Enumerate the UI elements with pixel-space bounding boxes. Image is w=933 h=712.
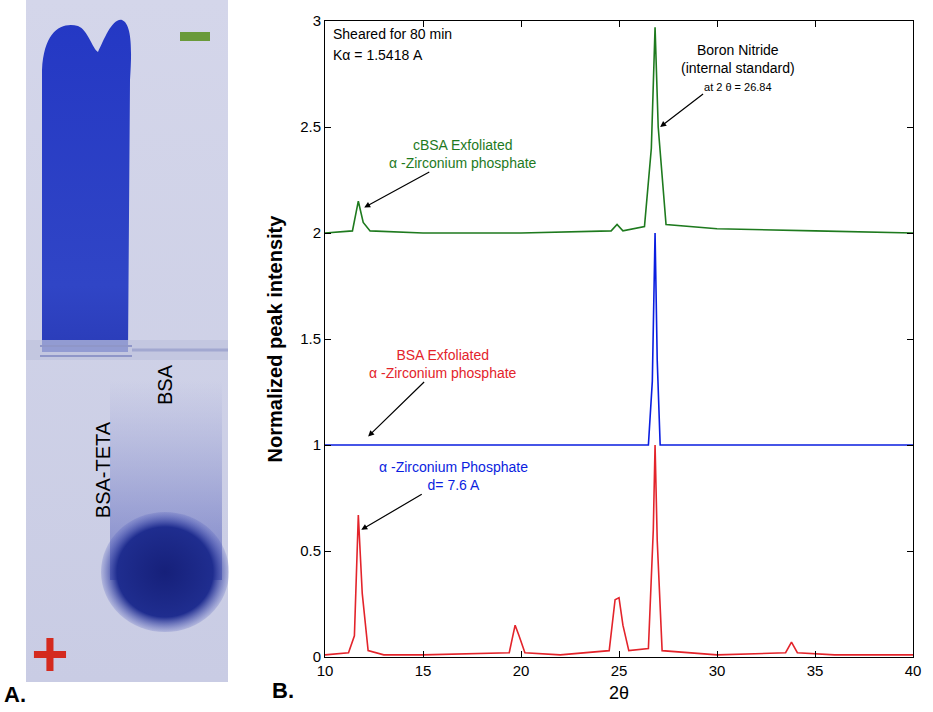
svg-text:40: 40 bbox=[905, 662, 922, 679]
svg-text:2.5: 2.5 bbox=[300, 118, 321, 135]
svg-text:+: + bbox=[31, 618, 68, 690]
svg-text:2θ: 2θ bbox=[609, 683, 629, 703]
svg-text:10: 10 bbox=[317, 662, 334, 679]
svg-text:0: 0 bbox=[313, 648, 321, 665]
svg-text:1.5: 1.5 bbox=[300, 330, 321, 347]
svg-text:Normalized peak intensity: Normalized peak intensity bbox=[264, 215, 286, 463]
svg-text:2: 2 bbox=[313, 224, 321, 241]
svg-text:Kα = 1.5418 A: Kα = 1.5418 A bbox=[333, 47, 423, 63]
svg-text:30: 30 bbox=[709, 662, 726, 679]
svg-text:α -Zirconium Phosphated= 7.6 A: α -Zirconium Phosphated= 7.6 A bbox=[379, 459, 528, 493]
svg-text:Boron Nitride(internal standar: Boron Nitride(internal standard)at 2 θ =… bbox=[681, 42, 795, 93]
svg-text:3: 3 bbox=[313, 12, 321, 29]
svg-text:35: 35 bbox=[807, 662, 824, 679]
svg-text:A.: A. bbox=[4, 682, 26, 707]
svg-text:cBSA Exfoliatedα -Zirconium ph: cBSA Exfoliatedα -Zirconium phosphate bbox=[389, 137, 537, 171]
svg-text:1: 1 bbox=[313, 436, 321, 453]
svg-text:BSA: BSA bbox=[154, 364, 176, 405]
svg-text:0.5: 0.5 bbox=[300, 542, 321, 559]
svg-text:BSA Exfoliatedα -Zirconium pho: BSA Exfoliatedα -Zirconium phosphate bbox=[369, 347, 517, 381]
svg-text:BSA-TETA: BSA-TETA bbox=[92, 421, 114, 518]
svg-text:Sheared for 80 min: Sheared for 80 min bbox=[333, 26, 452, 42]
svg-text:25: 25 bbox=[611, 662, 628, 679]
html-text:B.: B. bbox=[272, 678, 294, 703]
svg-text:15: 15 bbox=[415, 662, 432, 679]
svg-text:20: 20 bbox=[513, 662, 530, 679]
